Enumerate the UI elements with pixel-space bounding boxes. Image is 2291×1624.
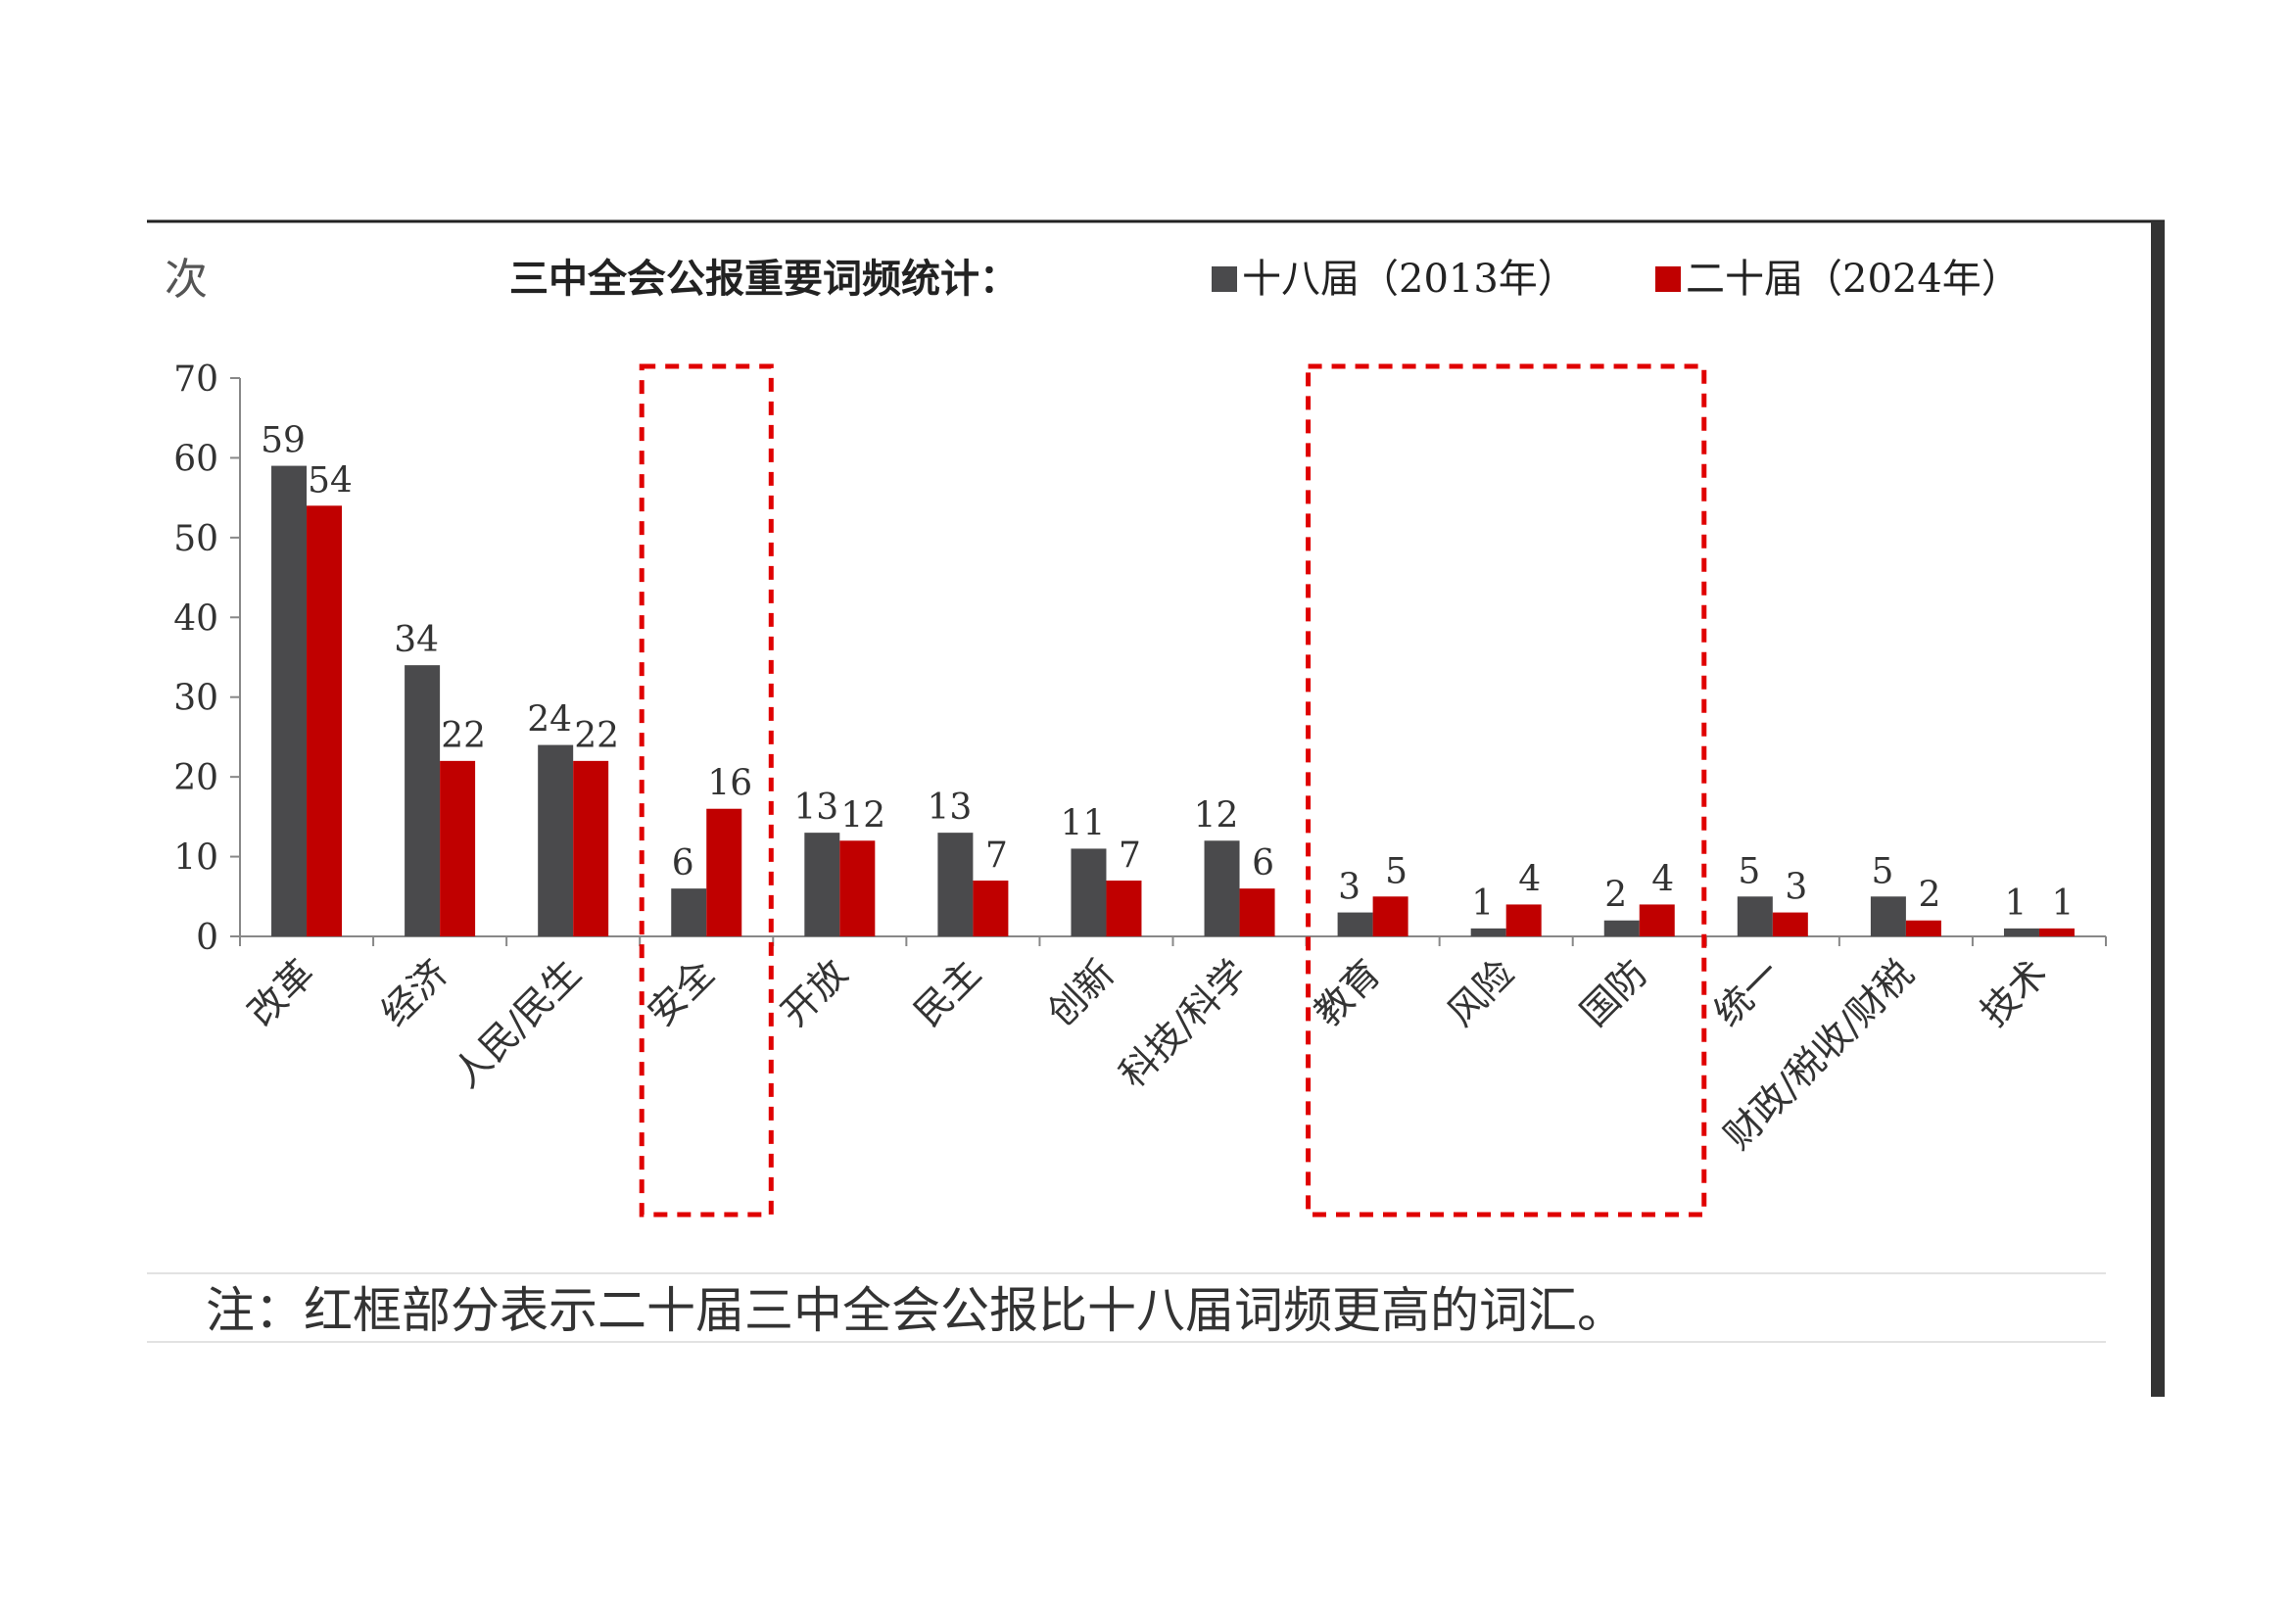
legend-swatch-2013: [1212, 266, 1237, 292]
bar-2024: [2038, 928, 2075, 936]
category-label: 民主: [906, 951, 989, 1034]
category-label: 开放: [773, 951, 856, 1034]
bar-value-label: 13: [927, 788, 972, 828]
bar-value-label: 3: [1785, 868, 1807, 908]
bar-value-label: 22: [574, 716, 619, 756]
bar-2024: [1772, 912, 1808, 936]
bar-value-label: 1: [2052, 884, 2075, 924]
bar-2013: [1071, 848, 1107, 936]
bar-value-label: 6: [1252, 843, 1274, 884]
bar-2024: [1106, 881, 1142, 936]
bars-group: [271, 465, 2075, 936]
bar-value-label: 59: [261, 421, 306, 461]
bar-value-label: 5: [1871, 851, 1893, 891]
bar-value-label: 34: [394, 620, 439, 660]
bar-value-label: 6: [672, 843, 694, 884]
category-label: 科技/科学: [1111, 951, 1256, 1096]
bar-value-label: 12: [1194, 795, 1239, 836]
bar-2024: [973, 881, 1009, 936]
bar-value-label: 7: [1119, 836, 1141, 876]
bar-value-label: 1: [1471, 884, 1494, 924]
bar-value-label: 4: [1651, 859, 1674, 899]
bar-value-label: 3: [1338, 868, 1360, 908]
bar-2024: [307, 505, 343, 936]
bar-value-label: 1: [2005, 884, 2028, 924]
bar-2013: [405, 665, 441, 936]
bar-2024: [440, 760, 476, 936]
y-tick-label: 50: [173, 519, 218, 559]
bar-value-label: 11: [1061, 803, 1106, 843]
bar-2024: [1505, 904, 1542, 936]
bar-2013: [1470, 928, 1506, 936]
highlight-box: [1306, 363, 1707, 1218]
bar-2024: [1905, 920, 1941, 936]
bar-2024: [1639, 904, 1675, 936]
bar-2024: [706, 808, 742, 936]
bar-value-label: 5: [1385, 851, 1408, 891]
bar-value-label: 12: [840, 795, 885, 836]
bar-2013: [538, 744, 574, 936]
legend-label-2024: 二十届（2024年）: [1686, 257, 2021, 302]
bar-2013: [2003, 928, 2039, 936]
y-tick-label: 20: [173, 758, 218, 798]
bar-2024: [573, 760, 609, 936]
x-axis: [239, 935, 2107, 946]
bar-value-label: 13: [793, 788, 838, 828]
y-tick-label: 30: [173, 679, 218, 719]
bar-2013: [804, 833, 840, 936]
y-tick-label: 0: [196, 918, 218, 958]
right-border-bar: [2151, 221, 2165, 1397]
category-label: 技术: [1972, 951, 2055, 1034]
legend-label-2013: 十八届（2013年）: [1242, 257, 1577, 302]
bar-value-label: 2: [1604, 876, 1627, 916]
bar-2013: [1603, 920, 1640, 936]
category-label: 国防: [1572, 951, 1655, 1034]
bar-2024: [1239, 888, 1275, 936]
bar-value-label: 5: [1738, 851, 1760, 891]
bar-2013: [1870, 896, 1906, 936]
y-tick-label: 70: [173, 359, 218, 400]
bar-2013: [937, 833, 974, 936]
bar-value-label: 22: [441, 716, 486, 756]
bar-value-label: 16: [707, 764, 752, 804]
y-tick-label: 10: [173, 838, 218, 879]
bar-2013: [1737, 896, 1773, 936]
bar-2024: [839, 840, 876, 936]
highlight-boxes: [639, 363, 1707, 1218]
category-label: 创新: [1039, 951, 1122, 1034]
y-axis-unit-label: 次: [165, 255, 208, 305]
y-tick-label: 60: [173, 439, 218, 479]
bar-2013: [271, 465, 308, 936]
y-tick-label: 40: [173, 598, 218, 639]
bar-2013: [1337, 912, 1373, 936]
highlight-box: [639, 363, 774, 1218]
bar-value-label: 24: [527, 700, 572, 740]
category-label: 经济: [373, 951, 456, 1034]
category-label: 风险: [1439, 951, 1522, 1034]
chart-note: 注：红框部分表示二十届三中全会公报比十八届词频更高的词汇。: [206, 1282, 1626, 1339]
category-label: 安全: [640, 951, 723, 1034]
bar-value-label: 54: [308, 460, 353, 501]
bar-value-label: 7: [985, 836, 1008, 876]
bar-value-label: 4: [1518, 859, 1541, 899]
bar-value-label: 2: [1918, 876, 1940, 916]
category-label: 改革: [240, 951, 323, 1034]
category-label: 统一: [1705, 951, 1789, 1034]
legend-swatch-2024: [1655, 266, 1681, 292]
bar-2013: [671, 888, 707, 936]
legend: 十八届（2013年） 二十届（2024年）: [1212, 257, 2021, 302]
y-axis: 0 10 20 30 40 50 60 70: [173, 359, 241, 958]
bar-2013: [1204, 840, 1240, 936]
bar-2024: [1372, 896, 1408, 936]
chart-title: 三中全会公报重要词频统计：: [509, 256, 1019, 302]
category-label: 人民/民生: [445, 951, 590, 1096]
category-label: 教育: [1306, 951, 1389, 1034]
